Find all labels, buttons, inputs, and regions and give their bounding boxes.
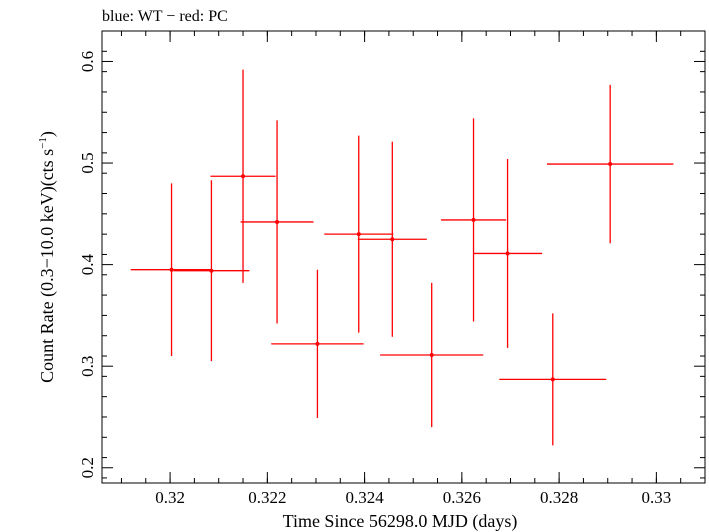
data-marker [209,268,214,273]
data-marker [505,251,510,256]
y-tick-label: 0.3 [78,356,97,377]
chart-title: blue: WT − red: PC [102,8,228,25]
y-tick-label: 0.5 [78,152,97,173]
data-point [357,141,427,337]
x-tick-label: 0.32 [155,488,185,507]
x-tick-label: 0.328 [540,488,578,507]
y-axis: 0.2 0.3 0.4 0.5 0.6 [78,30,705,479]
data-point [499,313,607,446]
data-point [473,158,543,348]
x-tick-label: 0.322 [248,488,286,507]
data-marker [429,353,434,358]
data-marker [275,219,280,224]
data-point [380,282,484,428]
y-tick-label: 0.2 [78,457,97,478]
x-tick-label: 0.33 [641,488,671,507]
y-axis-label-sup: −1 [37,137,49,149]
y-axis-label-close: ) [37,131,58,137]
data-point [271,269,364,418]
data-point [130,183,213,357]
data-marker [356,232,361,237]
data-point [546,84,674,244]
data-marker [241,174,246,179]
y-tick-label: 0.4 [78,253,97,275]
x-axis: 0.32 0.322 0.324 0.326 0.328 0.33 [120,31,706,507]
x-tick-label: 0.324 [345,488,384,507]
data-marker [390,237,395,242]
data-point [440,118,507,322]
y-axis-label: Count Rate (0.3−10.0 keV)(cts s−1) [37,131,58,383]
data-marker [315,341,320,346]
x-tick-label: 0.326 [443,488,481,507]
y-tick-label: 0.6 [78,51,97,72]
plot-frame [101,30,706,484]
data-series-pc [130,69,674,446]
data-point [173,180,250,362]
data-point [210,69,276,283]
data-marker [550,377,555,382]
x-axis-label: Time Since 56298.0 MJD (days) [283,511,518,532]
data-point [240,120,314,324]
data-marker [608,162,613,167]
data-marker [169,267,174,272]
data-point [324,135,394,333]
y-axis-label-main: Count Rate (0.3−10.0 keV)(cts s [37,149,58,383]
data-marker [471,217,476,222]
